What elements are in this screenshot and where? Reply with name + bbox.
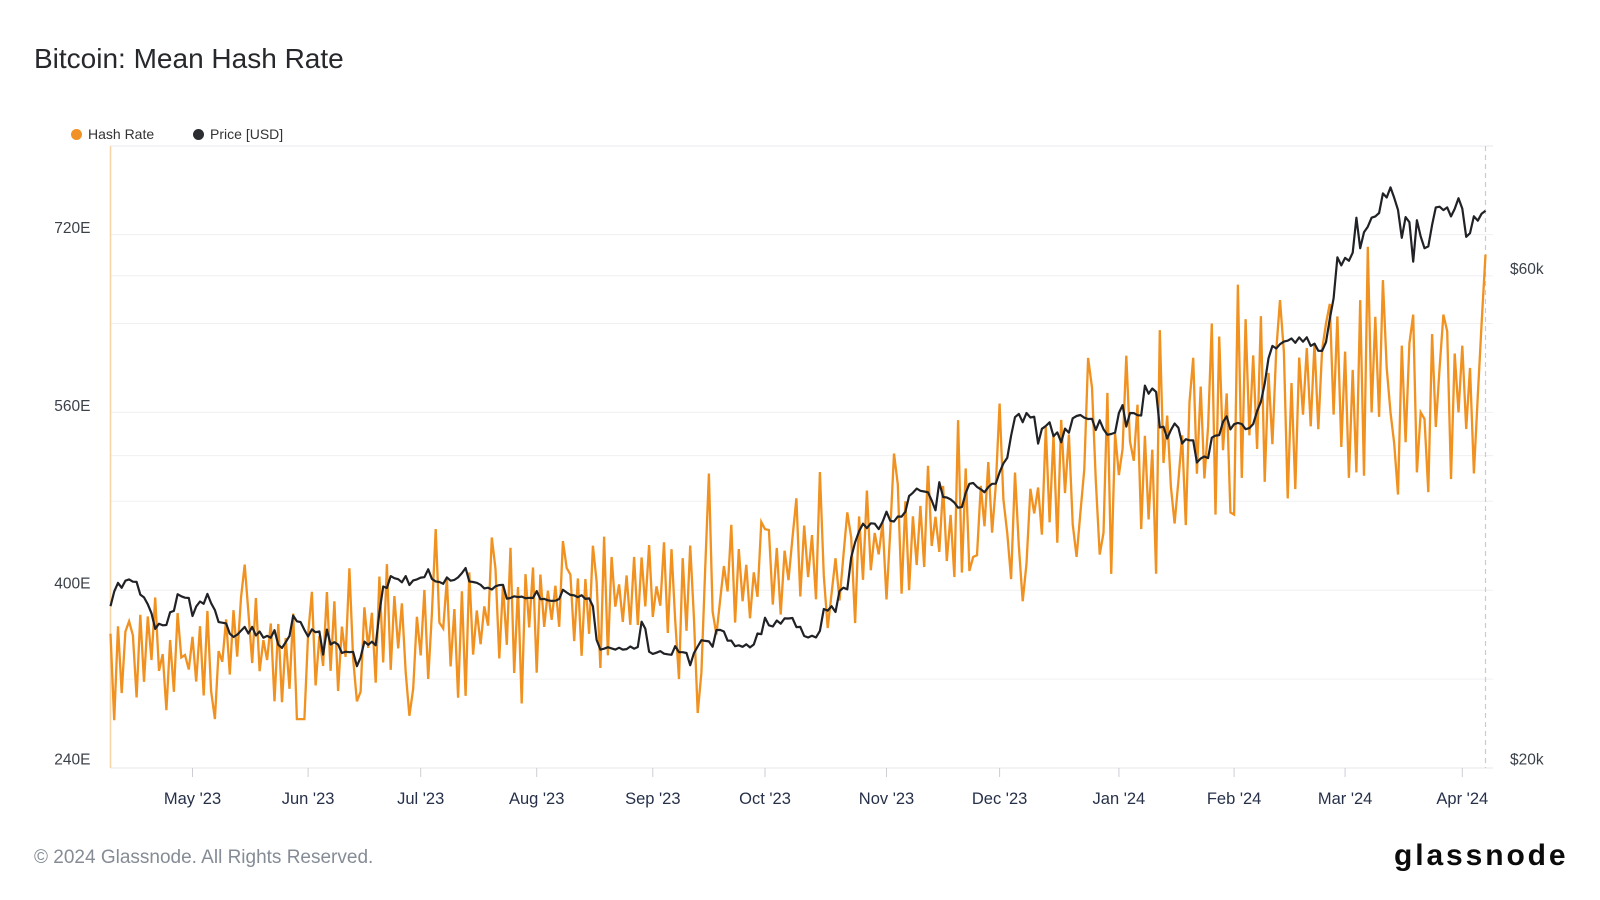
- svg-text:$20k: $20k: [1510, 752, 1544, 769]
- svg-text:May '23: May '23: [164, 790, 221, 808]
- svg-text:Jun '23: Jun '23: [282, 790, 335, 808]
- svg-text:Jul '23: Jul '23: [397, 790, 444, 808]
- svg-text:Sep '23: Sep '23: [625, 790, 680, 808]
- svg-text:Apr '24: Apr '24: [1436, 790, 1488, 808]
- svg-text:400E: 400E: [54, 576, 90, 593]
- svg-text:Jan '24: Jan '24: [1093, 790, 1146, 808]
- svg-text:Nov '23: Nov '23: [859, 790, 914, 808]
- svg-text:Aug '23: Aug '23: [509, 790, 564, 808]
- svg-text:Dec '23: Dec '23: [972, 790, 1027, 808]
- svg-text:720E: 720E: [54, 220, 90, 237]
- svg-text:240E: 240E: [54, 752, 90, 769]
- svg-text:$60k: $60k: [1510, 261, 1544, 278]
- svg-text:Mar '24: Mar '24: [1318, 790, 1373, 808]
- svg-text:Oct '23: Oct '23: [739, 790, 791, 808]
- svg-text:560E: 560E: [54, 398, 90, 415]
- svg-text:Feb '24: Feb '24: [1207, 790, 1262, 808]
